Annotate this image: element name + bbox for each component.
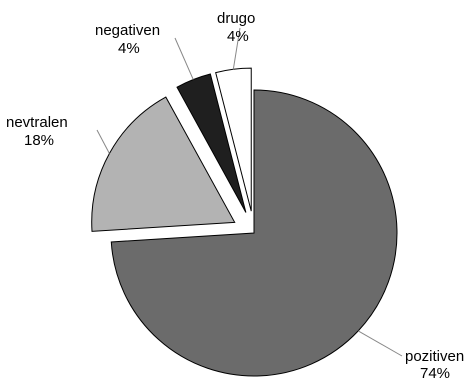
leader-line-pozitiven bbox=[357, 330, 403, 357]
pie-slice-pozitiven bbox=[110, 89, 398, 377]
leader-line-drugo bbox=[232, 27, 241, 70]
leader-lines bbox=[96, 27, 403, 357]
slice-value-label: 4% bbox=[118, 40, 140, 57]
leader-line-nevtralen bbox=[96, 129, 110, 154]
slice-value-label: 4% bbox=[227, 28, 249, 45]
slice-name-label: pozitiven bbox=[405, 348, 464, 365]
slice-name-label: drugo bbox=[217, 10, 255, 27]
slice-name-label: nevtralen bbox=[6, 114, 68, 131]
slice-value-label: 74% bbox=[420, 365, 450, 378]
pie-slice-nevtralen bbox=[91, 96, 236, 232]
leader-line-negativen bbox=[174, 37, 194, 80]
slice-name-label: negativen bbox=[95, 22, 160, 39]
slice-value-label: 18% bbox=[24, 132, 54, 149]
pie-slices bbox=[91, 67, 398, 377]
